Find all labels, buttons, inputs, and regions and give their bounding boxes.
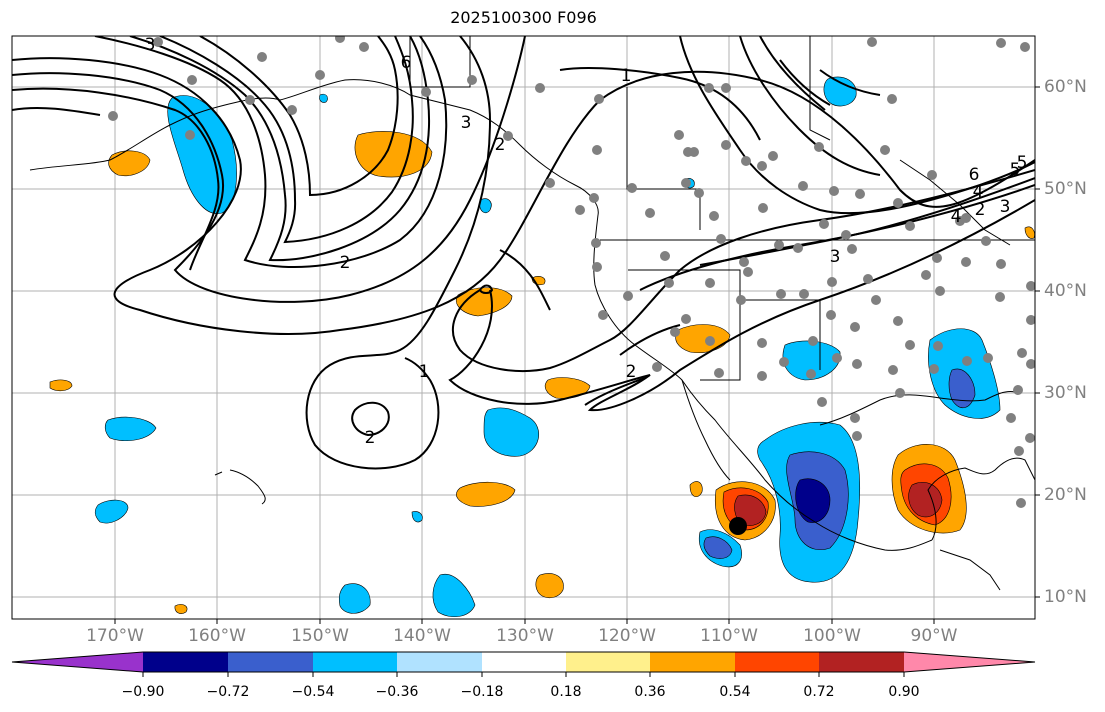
contour-label: 2 xyxy=(975,200,986,220)
lon-label: 140°W xyxy=(393,626,451,646)
contour-label: 1 xyxy=(621,66,632,86)
colorbar-segment xyxy=(313,652,397,672)
colorbar-segment xyxy=(819,652,904,672)
map-title: 2025100300 F096 xyxy=(450,8,597,27)
contour-lines xyxy=(12,36,1035,470)
storm-center-marker xyxy=(729,517,747,535)
lat-label: 10°N xyxy=(1044,587,1087,607)
colorbar-tick-label: −0.36 xyxy=(375,684,419,700)
colorbar-tick-label: −0.54 xyxy=(291,684,335,700)
axis-ticks xyxy=(114,86,1040,624)
lon-label: 90°W xyxy=(910,626,958,646)
station-dots xyxy=(108,36,1035,508)
colorbar-segment xyxy=(650,652,735,672)
gridlines xyxy=(12,36,1035,619)
colorbar-tick-label: −0.90 xyxy=(121,684,165,700)
lat-label: 30°N xyxy=(1044,383,1087,403)
contour-label: 5 xyxy=(1010,160,1021,180)
contour-label: 1 xyxy=(419,362,430,382)
colorbar-segment xyxy=(482,652,566,672)
colorbar-tick-label: 0.90 xyxy=(888,684,920,700)
colorbar-tick-label: −0.72 xyxy=(206,684,250,700)
contour-label: 4 xyxy=(951,207,962,227)
lon-label: 160°W xyxy=(188,626,246,646)
colorbar-tick-label: 0.18 xyxy=(550,684,582,700)
lon-label: 120°W xyxy=(598,626,656,646)
colorbar-extension-low xyxy=(12,652,143,672)
colorbar-segment xyxy=(397,652,482,672)
lon-label: 150°W xyxy=(291,626,349,646)
contour-label: 3 xyxy=(830,247,841,267)
contour-label: 2 xyxy=(626,362,637,382)
map-border xyxy=(11,35,1036,620)
colorbar-segment xyxy=(228,652,313,672)
lat-label: 60°N xyxy=(1044,77,1087,97)
lon-label: 130°W xyxy=(496,626,554,646)
colorbar xyxy=(11,651,1036,677)
colorbar-segment xyxy=(143,652,228,672)
contour-label: 3 xyxy=(1000,197,1011,217)
contour-label: 2 xyxy=(495,135,506,155)
colorbar-segment xyxy=(735,652,819,672)
contour-label: 2 xyxy=(340,253,351,273)
lon-label: 100°W xyxy=(803,626,861,646)
contour-label: 2 xyxy=(365,428,376,448)
contour-label: 4 xyxy=(973,182,984,202)
colorbar-tick-label: 0.54 xyxy=(719,684,751,700)
lat-label: 50°N xyxy=(1044,179,1087,199)
lon-label: 170°W xyxy=(86,626,144,646)
contour-label: 6 xyxy=(401,53,412,73)
colorbar-segment xyxy=(566,652,650,672)
lat-label: 40°N xyxy=(1044,281,1087,301)
anomaly-fills xyxy=(49,76,1035,618)
colorbar-tick-label: 0.36 xyxy=(634,684,666,700)
contour-label-group: 6 1 2 3 4 5 6 3 2 2 1 2 3 2 4 3 5 xyxy=(145,35,1028,448)
map-frame-contents: 6 1 2 3 4 5 6 3 2 2 1 2 3 2 4 3 5 xyxy=(12,35,1035,619)
lon-label: 110°W xyxy=(700,626,758,646)
contour-label: 3 xyxy=(145,35,156,55)
lat-label: 20°N xyxy=(1044,485,1087,505)
contour-label: 6 xyxy=(969,165,980,185)
colorbar-tick-label: −0.18 xyxy=(460,684,504,700)
colorbar-extension-high xyxy=(904,652,1035,672)
contour-label: 3 xyxy=(461,113,472,133)
colorbar-tick-label: 0.72 xyxy=(803,684,835,700)
contour-label: 5 xyxy=(1017,153,1028,173)
